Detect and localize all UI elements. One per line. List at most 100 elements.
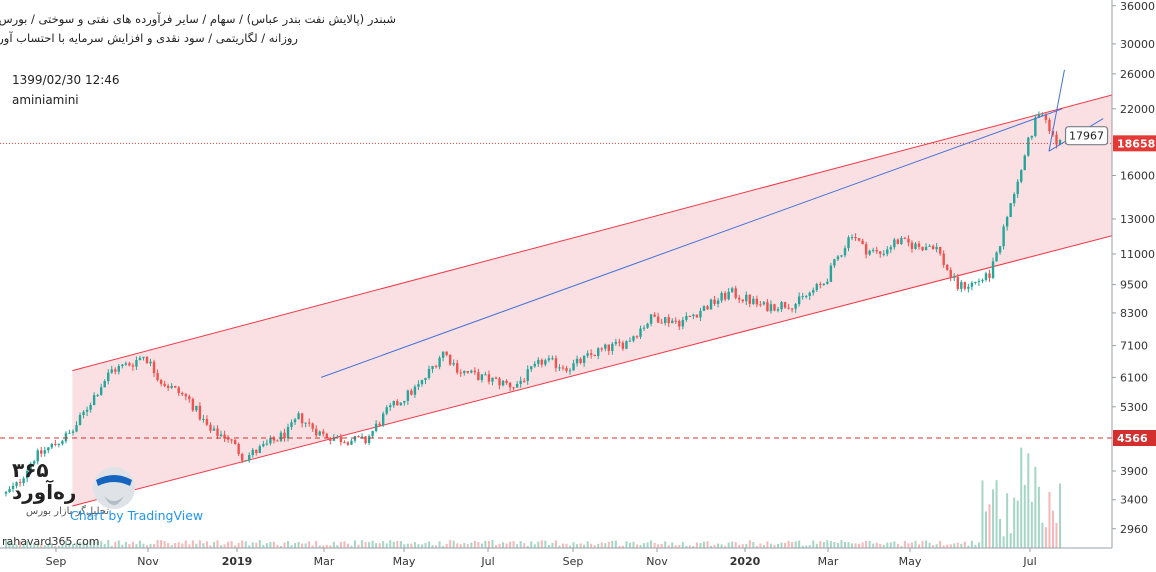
candle-body [935,247,938,250]
candle-body [209,424,212,431]
candle-body [907,238,910,243]
callout-box [1064,126,1109,146]
candle-body [621,342,625,349]
volume-bar [646,542,649,548]
volume-bar [227,541,230,548]
candle-body [304,422,307,424]
volume-bar [272,541,275,548]
candle-body [812,290,815,293]
volume-bar [815,543,818,548]
timestamp: 1399/02/30 12:46 [12,73,120,87]
volume-bar [579,543,582,548]
candle-body [815,284,818,291]
candle-body [611,343,614,351]
candle-body [695,314,699,318]
candle-body [1023,155,1026,171]
candle-body [618,341,621,343]
candle-body [688,315,692,317]
volume-bar [745,544,748,548]
candle-body [646,323,649,328]
volume-bar [505,543,508,548]
candle-body [36,450,39,462]
candle-body [166,385,170,388]
candle-body [378,423,381,426]
candle-body [1030,136,1034,138]
site-url[interactable]: rahavard365.com [2,535,100,548]
candle-body [195,405,198,411]
volume-bar [766,541,769,548]
volume-bar [177,542,180,548]
volume-bar [593,545,596,548]
candle-body [699,310,702,318]
volume-bar [57,545,60,548]
candle-body [582,355,586,363]
candle-body [329,438,332,441]
candle-body [530,366,533,370]
volume-bar [26,540,29,548]
volume-bar [808,545,811,548]
volume-bar [653,542,656,548]
candle-body [117,365,121,372]
candle-body [625,341,628,349]
candle-body [484,374,487,376]
candle-body [96,394,99,396]
candle-body [748,294,752,304]
candle-body [544,360,547,365]
volume-bar [801,545,804,548]
volume-bar [318,545,321,548]
volume-bar [710,545,713,548]
annotations[interactable]: 17967 [0,69,1112,439]
candle-body [374,423,378,431]
candle-body [681,319,685,327]
candle-body [642,327,646,329]
candle-body [110,369,113,373]
candle-body [230,439,233,441]
candle-body [25,470,29,479]
volume-bar [100,541,103,548]
volume-bar [110,545,113,548]
regression-channel[interactable] [72,94,1112,507]
volume-bar [315,540,318,548]
volume-bar [882,544,885,548]
volume-bar [611,540,614,548]
volume-bar [459,544,462,548]
candle-body [174,385,177,388]
candle-body [896,239,900,244]
volume-bar [287,541,290,548]
volume-bar [893,541,896,548]
candle-body [216,428,219,437]
candle-body [790,308,794,310]
volume-bar [223,544,226,548]
volume-bar [138,540,141,548]
volume-bar [533,544,536,548]
volume-bar [1051,510,1054,548]
candle-body [1005,216,1009,227]
volume-bar [960,543,963,548]
candle-body [466,371,469,373]
volume-bar [389,540,392,548]
candle-body [854,237,857,239]
tradingview-credit[interactable]: Chart by TradingView [70,508,204,523]
candle-body [99,387,103,395]
candle-body [766,302,769,312]
volume-bar [558,545,561,548]
volume-bar [896,543,899,548]
volume-bar [413,542,416,548]
candle-body [71,431,75,433]
volume-bar [695,542,698,548]
candle-body [632,336,635,341]
y-tick-label: 13000 [1120,213,1155,226]
volume-bar [699,543,702,548]
brand-subtitle: تحلیل‌گر بازار بورس [26,506,110,517]
volume-bar [639,544,642,548]
x-tick-label: Nov [646,555,668,568]
volume-bar [621,545,624,548]
volume-bar [304,543,307,548]
volume-bar [628,542,631,548]
candle-body [882,253,885,255]
candle-body [47,447,50,451]
volume-bar [241,540,244,548]
candle-body [593,354,596,357]
volume-bar [1037,486,1040,548]
